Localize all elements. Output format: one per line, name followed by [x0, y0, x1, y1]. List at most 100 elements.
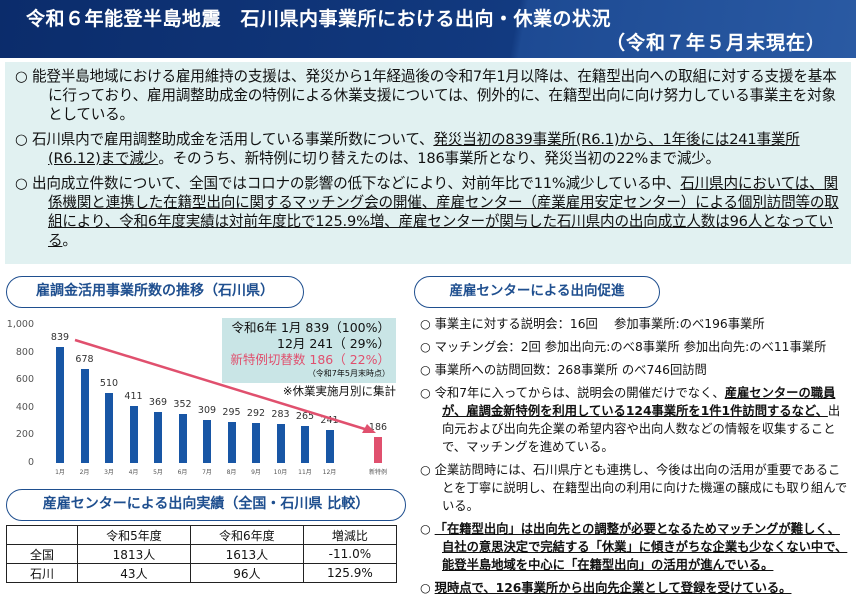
data-label: 283	[271, 408, 290, 420]
bar	[129, 406, 138, 463]
bar	[178, 414, 187, 463]
text: 。そのうち、新特例に切り替えたのは、186事業所となり、発災当初の22%まで減少…	[158, 150, 721, 167]
y-tick-label: 200	[15, 429, 34, 441]
table-row: 石川 43人 96人 125.9%	[6, 563, 398, 583]
text: ○ 事業主に対する説明会：16回 参加事業所:のべ196事業所	[420, 317, 765, 331]
page-subtitle: （令和７年５月末現在）	[605, 32, 826, 54]
y-tick-label: 600	[15, 374, 34, 386]
table-section-title: 産雇センターによる出向実績（全国・石川県 比較）	[6, 489, 406, 521]
x-tick-label: 9月	[251, 469, 261, 476]
data-label: 411	[124, 391, 143, 403]
y-tick-label: 1,000	[6, 319, 34, 330]
data-label: 369	[148, 397, 168, 409]
x-tick-label: 12月	[322, 469, 337, 476]
bar	[325, 429, 334, 463]
text: ○ 能登半島地域における雇用維持の支援は、発災から1年経過後の令和7年1月以降は…	[15, 68, 837, 123]
data-label: 352	[173, 399, 192, 411]
annotation-line: 12月 241（ 29%）	[277, 336, 390, 351]
underlined-text: 現時点で、126事業所から出向先企業として登録を受けている。	[434, 581, 792, 595]
header-cell: 増減比	[302, 525, 398, 545]
cell: 全国	[6, 544, 78, 564]
list-item: ○ 「在籍型出向」は出向先との調整が必要となるためマッチングが難しく、自社の意思…	[420, 520, 850, 574]
promotion-list: ○ 事業主に対する説明会：16回 参加事業所:のべ196事業所 ○ マッチング会…	[420, 315, 850, 597]
x-tick-label: 8月	[226, 469, 237, 476]
trend-arrow	[74, 338, 376, 433]
chart-section-title: 雇調金活用事業所数の推移（石川県）	[6, 276, 304, 308]
chart-annotation-box: 令和6年 1月 839（100%） 12月 241（ 29%） 新特例切替数 1…	[222, 318, 396, 383]
bar	[56, 347, 64, 463]
text: 。	[62, 232, 77, 249]
chart-footnote: ※休業実施月別に集計	[282, 384, 396, 398]
text: ○ 事業所への訪問回数：268事業所 のべ746回訪問	[420, 363, 707, 377]
text: 出向元および出向先企業の希望内容や出向人数などの情報を収集することで、マッチング…	[442, 404, 841, 454]
cell: 96人	[189, 563, 304, 583]
x-tick-label: 11月	[298, 469, 312, 476]
list-item: ○ 現時点で、126事業所から出向先企業として登録を受けている。	[420, 579, 850, 597]
text: ○ 企業訪問時には、石川県庁とも連携し、今後は出向の活用が重要であることを丁寧に…	[420, 463, 848, 513]
summary-paragraph: ○ 出向成立件数について、全国ではコロナの影響の低下などにより、対前年比で11%…	[15, 174, 845, 250]
data-label: 265	[295, 411, 315, 423]
cell: 1613人	[189, 544, 304, 564]
underlined-text: 「在籍型出向」は出向先との調整が必要となるためマッチングが難しく、自社の意思決定…	[434, 522, 848, 572]
annotation-line: 令和6年 1月 839（100%）	[231, 320, 390, 335]
cell: 43人	[77, 563, 191, 583]
header-cell: 令和5年度	[77, 525, 191, 545]
summary-box: ○ 能登半島地域における雇用維持の支援は、発災から1年経過後の令和7年1月以降は…	[5, 62, 851, 264]
text: ○ 令和7年に入ってからは、説明会の開催だけでなく、	[420, 386, 725, 400]
x-tick-label: 6月	[177, 469, 188, 476]
data-label: 295	[222, 407, 241, 419]
underlined-text: 発災当初の839事業所(R6.1)から、1年後には241事業所(R6.12)まで…	[48, 131, 800, 167]
bar	[301, 426, 309, 463]
data-label: 186	[368, 422, 388, 434]
bar	[154, 412, 162, 463]
bar	[374, 437, 382, 463]
comparison-table: 令和5年度 令和6年度 増減比 全国 1813人 1613人 -11.0% 石川 43人 96…	[6, 525, 398, 583]
bar	[80, 369, 89, 463]
cell: 1813人	[77, 544, 191, 564]
cell: 125.9%	[302, 563, 398, 583]
x-tick-label: 5月	[153, 469, 163, 476]
header-cell: 令和6年度	[189, 525, 304, 545]
header-banner: 令和６年能登半島地震 石川県内事業所における出向・休業の状況 （令和７年５月末現…	[0, 0, 856, 58]
annotation-line-highlight: 新特例切替数 186（ 22%）	[230, 352, 390, 367]
summary-paragraph: ○ 能登半島地域における雇用維持の支援は、発災から1年経過後の令和7年1月以降は…	[15, 67, 845, 124]
list-item: ○ 事業所への訪問回数：268事業所 のべ746回訪問	[420, 361, 850, 379]
cell: -11.0%	[302, 544, 398, 564]
x-tick-label: 新特例	[368, 469, 387, 476]
y-tick-label: 800	[15, 346, 34, 358]
text: ○ 出向成立件数について、全国ではコロナの影響の低下などにより、対前年比で11%…	[15, 175, 681, 192]
x-tick-label: 10月	[273, 469, 288, 476]
data-label: 292	[246, 407, 266, 419]
y-tick-label: 400	[15, 401, 34, 413]
cell: 石川	[6, 563, 78, 583]
bar	[203, 420, 211, 463]
page-title: 令和６年能登半島地震 石川県内事業所における出向・休業の状況	[26, 8, 612, 30]
bar	[105, 392, 113, 463]
header-cell	[6, 525, 78, 545]
x-tick-label: 3月	[104, 469, 114, 476]
data-label: 309	[197, 405, 217, 417]
data-label: 678	[75, 354, 94, 366]
text: ○	[420, 522, 435, 536]
bar	[276, 423, 285, 463]
list-item: ○ 企業訪問時には、石川県庁とも連携し、今後は出向の活用が重要であることを丁寧に…	[420, 461, 850, 515]
y-tick-label: 0	[27, 457, 34, 468]
bar-chart: 0 200 400 600 800 1,000 839 1月 678 2月 510 3月 411 4月 3…	[0, 312, 410, 482]
summary-paragraph: ○ 石川県内で雇用調整助成金を活用している事業所数について、発災当初の839事業…	[15, 130, 845, 168]
x-tick-label: 7月	[202, 469, 212, 476]
x-tick-label: 4月	[128, 469, 139, 476]
annotation-note: （令和7年5月末時点）	[307, 369, 390, 378]
list-item: ○ 令和7年に入ってからは、説明会の開催だけでなく、産雇センターの職員が、雇調金…	[420, 384, 850, 456]
promotion-section-title: 産雇センターによる出向促進	[414, 276, 660, 308]
x-tick-label: 2月	[79, 469, 90, 476]
underlined-text: 産雇センターの職員が、雇調金新特例を利用している124事業所を1件1件訪問するな…	[442, 386, 836, 418]
underlined-text: 石川県内においては、関係機関と連携した在籍型出向に関するマッチング会の開催、産雇…	[48, 175, 839, 249]
data-label: 839	[50, 332, 70, 344]
bar	[227, 422, 236, 463]
table-row: 全国 1813人 1613人 -11.0%	[6, 544, 398, 564]
x-tick-label: 1月	[55, 469, 65, 476]
table-header-row: 令和5年度 令和6年度 増減比	[6, 525, 398, 545]
data-label: 510	[99, 377, 119, 389]
data-label: 241	[320, 414, 339, 426]
text: ○ マッチング会：2回 参加出向元:のべ8事業所 参加出向先:のべ11事業所	[420, 340, 827, 354]
